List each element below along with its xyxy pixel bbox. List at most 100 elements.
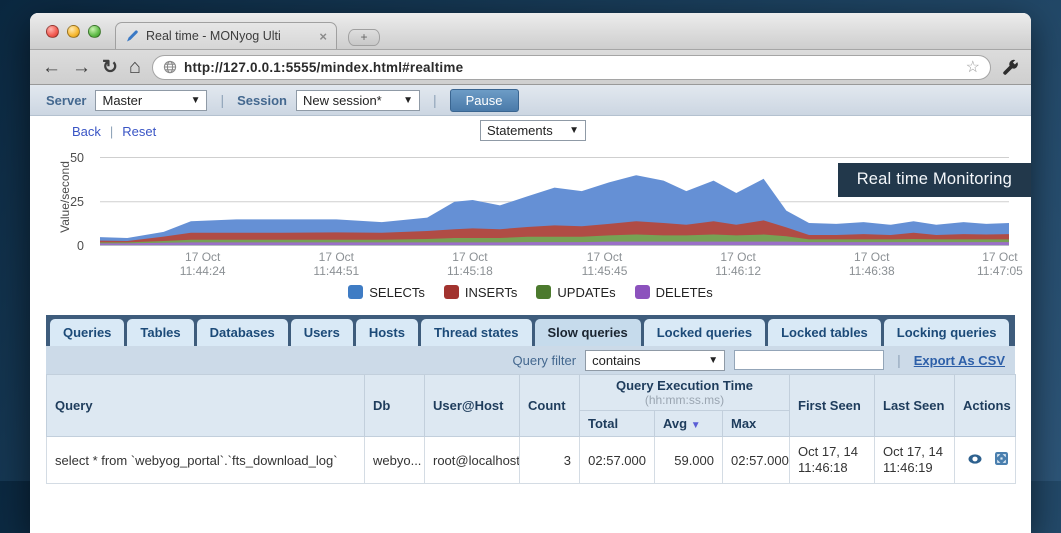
tab-queries[interactable]: Queries — [50, 319, 124, 346]
cell-max: 02:57.000 — [723, 437, 790, 484]
filter-operator-select[interactable]: contains ▼ — [585, 350, 725, 371]
legend-label: INSERTs — [465, 285, 518, 300]
new-tab-button[interactable]: + — [348, 29, 380, 46]
group-title: Query Execution Time — [616, 378, 753, 393]
chart-subnav: Back | Reset Statements ▼ — [30, 116, 1031, 146]
group-subtitle: (hh:mm:ss.ms) — [588, 393, 781, 407]
tab-locking-queries[interactable]: Locking queries — [884, 319, 1010, 346]
chevron-down-icon: ▼ — [191, 95, 201, 106]
col-header-avg[interactable]: Avg ▼ — [655, 411, 723, 437]
cell-user-host: root@localhost — [425, 437, 520, 484]
server-session-toolbar: Server Master▼ | Session New session*▼ |… — [30, 85, 1031, 116]
x-tick-11:45:18: 17 Oct11:45:18 — [447, 250, 493, 278]
bookmark-star-icon[interactable]: ☆ — [966, 57, 980, 77]
close-window-button[interactable] — [46, 25, 59, 38]
tab-close-icon[interactable]: × — [319, 29, 327, 44]
cell-last-seen: Oct 17, 14 11:46:19 — [875, 437, 955, 484]
reload-icon[interactable]: ↻ — [102, 58, 118, 77]
address-bar[interactable]: http://127.0.0.1:5555/mindex.html#realti… — [152, 55, 991, 80]
minimize-window-button[interactable] — [67, 25, 80, 38]
first-seen-time: 11:46:18 — [798, 460, 866, 476]
query-filter-bar: Query filter contains▼ | Export As CSV — [46, 346, 1015, 374]
col-header-last-seen[interactable]: Last Seen — [875, 375, 955, 437]
col-header-max[interactable]: Max — [723, 411, 790, 437]
legend-item-inserts: INSERTs — [444, 285, 518, 300]
y-tick-50: 50 — [70, 151, 84, 165]
statements-select[interactable]: Statements ▼ — [480, 120, 586, 141]
cell-query: select * from `webyog_portal`.`fts_downl… — [47, 437, 365, 484]
chart-legend: SELECTsINSERTsUPDATEsDELETEs — [30, 282, 1031, 302]
back-icon[interactable]: ← — [42, 58, 61, 77]
slow-queries-table: Query Db User@Host Count Query Execution… — [46, 374, 1016, 484]
x-tick-11:46:12: 17 Oct11:46:12 — [715, 250, 761, 278]
monyog-page: Real time Monitoring Server Master▼ | Se… — [30, 85, 1031, 532]
pause-button[interactable]: Pause — [450, 89, 519, 112]
query-filter-input[interactable] — [734, 350, 884, 370]
tab-tables[interactable]: Tables — [127, 319, 193, 346]
browser-tab[interactable]: Real time - MONyog Ulti × — [115, 22, 337, 49]
x-tick-11:46:38: 17 Oct11:46:38 — [849, 250, 895, 278]
browser-window: Real time - MONyog Ulti × + ← → ↻ ⌂ http… — [30, 13, 1031, 533]
chevron-down-icon: ▼ — [569, 125, 579, 136]
url-text[interactable]: http://127.0.0.1:5555/mindex.html#realti… — [184, 60, 959, 75]
legend-item-deletes: DELETEs — [635, 285, 713, 300]
col-header-first-seen[interactable]: First Seen — [790, 375, 875, 437]
legend-label: DELETEs — [656, 285, 713, 300]
server-select[interactable]: Master▼ — [95, 90, 207, 111]
y-tick-25: 25 — [70, 195, 84, 209]
tab-locked-tables[interactable]: Locked tables — [768, 319, 881, 346]
chevron-down-icon: ▼ — [708, 355, 718, 366]
cell-actions — [955, 437, 1016, 484]
col-header-user-host[interactable]: User@Host — [425, 375, 520, 437]
favicon-pen-icon — [125, 29, 139, 43]
tab-databases[interactable]: Databases — [197, 319, 288, 346]
separator: | — [216, 92, 228, 108]
view-query-eye-icon[interactable] — [967, 453, 983, 468]
window-controls — [46, 25, 101, 38]
reset-link[interactable]: Reset — [122, 124, 156, 139]
tab-users[interactable]: Users — [291, 319, 353, 346]
cell-first-seen: Oct 17, 14 11:46:18 — [790, 437, 875, 484]
tab-slow-queries[interactable]: Slow queries — [535, 319, 641, 346]
col-header-total[interactable]: Total — [580, 411, 655, 437]
cell-avg: 59.000 — [655, 437, 723, 484]
x-tick-11:44:51: 17 Oct11:44:51 — [313, 250, 359, 278]
table-row: select * from `webyog_portal`.`fts_downl… — [47, 437, 1016, 484]
first-seen-date: Oct 17, 14 — [798, 444, 866, 460]
tab-locked-queries[interactable]: Locked queries — [644, 319, 765, 346]
wrench-menu-icon[interactable] — [1002, 59, 1019, 76]
sort-desc-icon: ▼ — [691, 420, 701, 431]
globe-icon — [163, 60, 177, 74]
last-seen-time: 11:46:19 — [883, 460, 946, 476]
x-tick-11:45:45: 17 Oct11:45:45 — [582, 250, 628, 278]
back-link[interactable]: Back — [72, 124, 101, 139]
home-icon[interactable]: ⌂ — [129, 57, 141, 77]
session-select[interactable]: New session*▼ — [296, 90, 420, 111]
x-tick-11:44:24: 17 Oct11:44:24 — [180, 250, 226, 278]
forward-icon[interactable]: → — [72, 58, 91, 77]
tab-thread-states[interactable]: Thread states — [421, 319, 532, 346]
legend-item-selects: SELECTs — [348, 285, 425, 300]
statements-select-value: Statements — [487, 123, 553, 138]
navigation-bar: ← → ↻ ⌂ http://127.0.0.1:5555/mindex.htm… — [30, 50, 1031, 85]
separator: | — [429, 92, 441, 108]
col-header-count[interactable]: Count — [520, 375, 580, 437]
session-select-value: New session* — [303, 93, 382, 108]
session-label: Session — [237, 93, 287, 108]
col-header-query[interactable]: Query — [47, 375, 365, 437]
tab-hosts[interactable]: Hosts — [356, 319, 418, 346]
filter-operator-value: contains — [592, 353, 640, 368]
col-header-db[interactable]: Db — [365, 375, 425, 437]
separator: | — [101, 124, 122, 139]
col-header-actions: Actions — [955, 375, 1016, 437]
last-seen-date: Oct 17, 14 — [883, 444, 946, 460]
y-tick-0: 0 — [77, 239, 84, 253]
x-tick-11:47:05: 17 Oct11:47:05 — [977, 250, 1023, 278]
cell-total: 02:57.000 — [580, 437, 655, 484]
expand-query-icon[interactable] — [995, 452, 1008, 468]
cell-db: webyo... — [365, 437, 425, 484]
avg-label: Avg — [663, 416, 687, 431]
page-title: Real time Monitoring — [838, 163, 1031, 197]
zoom-window-button[interactable] — [88, 25, 101, 38]
export-csv-link[interactable]: Export As CSV — [914, 353, 1005, 368]
